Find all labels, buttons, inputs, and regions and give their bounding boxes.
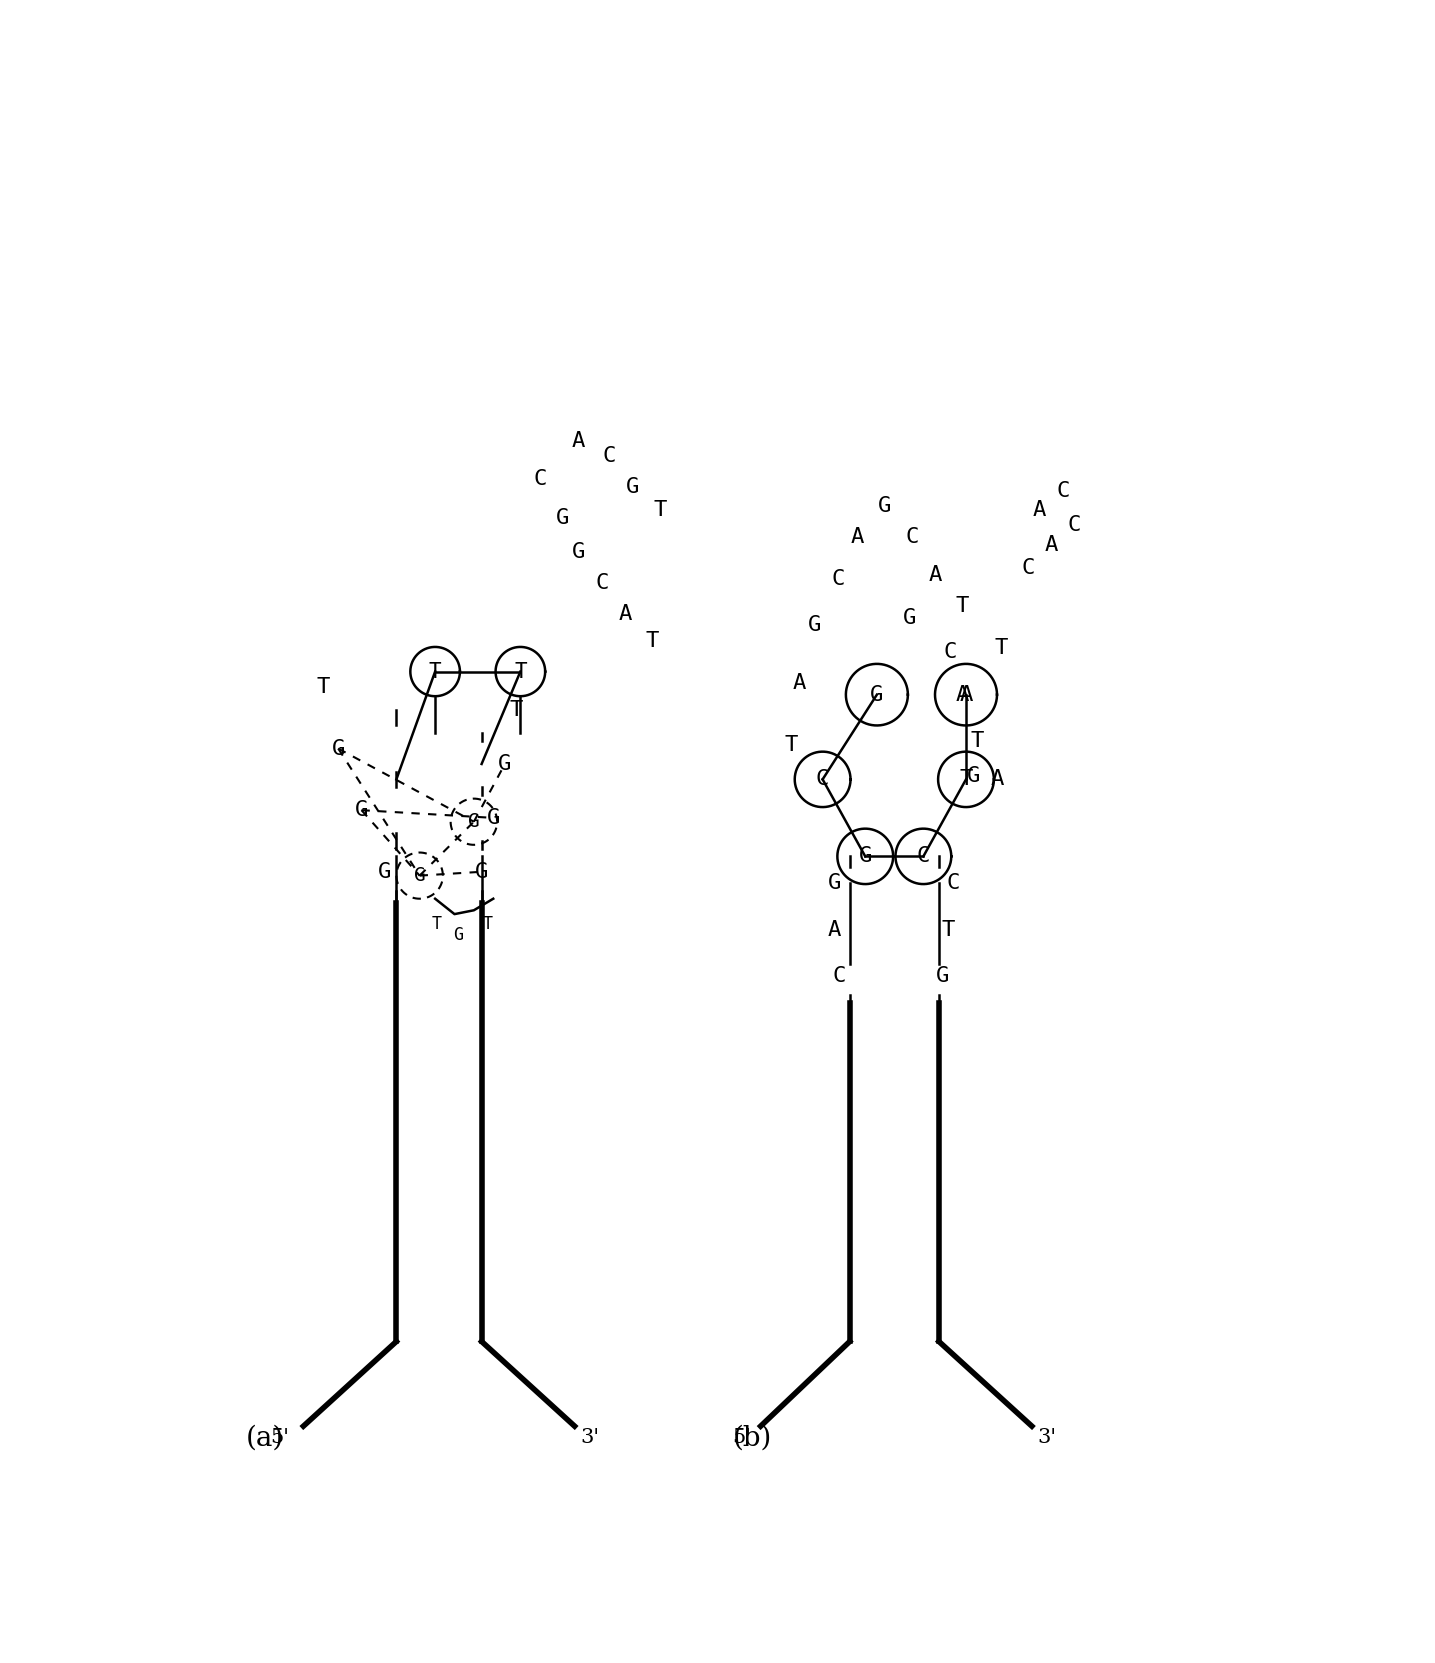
Text: C: C (596, 574, 608, 594)
Text: T: T (941, 920, 954, 940)
Text: T: T (971, 730, 984, 752)
Text: G: G (967, 765, 980, 785)
Text: T: T (994, 639, 1007, 659)
Text: C: C (832, 966, 847, 986)
Text: G: G (828, 873, 841, 893)
Text: G: G (936, 966, 950, 986)
Text: G: G (903, 607, 916, 627)
Text: G: G (498, 753, 511, 773)
Text: A: A (956, 685, 969, 705)
Text: C: C (817, 770, 829, 790)
Text: C: C (1022, 557, 1035, 577)
Text: G: G (870, 685, 884, 705)
Text: (b): (b) (733, 1424, 772, 1452)
Text: G: G (354, 800, 369, 820)
Text: A: A (571, 431, 585, 451)
Text: T: T (509, 700, 524, 720)
Text: T: T (316, 677, 330, 697)
Text: (a): (a) (245, 1424, 284, 1452)
Text: A: A (960, 685, 973, 705)
Text: T: T (429, 662, 442, 682)
Text: C: C (603, 446, 616, 466)
Text: G: G (878, 496, 891, 516)
Text: T: T (785, 735, 798, 755)
Text: G: G (486, 808, 499, 828)
Text: C: C (1068, 516, 1081, 535)
Text: C: C (905, 527, 918, 547)
Text: G: G (453, 926, 464, 945)
Text: G: G (626, 477, 640, 497)
Text: T: T (646, 630, 659, 650)
Text: A: A (990, 770, 1003, 790)
Text: T: T (432, 915, 442, 933)
Text: 5': 5' (732, 1429, 751, 1447)
Text: T: T (956, 595, 969, 615)
Text: T: T (482, 915, 492, 933)
Text: C: C (831, 569, 845, 589)
Text: G: G (331, 738, 344, 758)
Text: G: G (858, 846, 872, 866)
Text: T: T (653, 501, 667, 521)
Text: A: A (1033, 501, 1046, 521)
Text: A: A (618, 604, 631, 624)
Text: A: A (851, 527, 864, 547)
Text: T: T (960, 770, 973, 790)
Text: G: G (571, 542, 585, 562)
Text: A: A (792, 674, 806, 693)
Text: A: A (828, 920, 841, 940)
Text: G: G (557, 507, 570, 527)
Text: C: C (946, 873, 960, 893)
Text: C: C (532, 469, 547, 489)
Text: C: C (1056, 481, 1069, 501)
Text: 3': 3' (1038, 1429, 1058, 1447)
Text: G: G (468, 812, 479, 832)
Text: A: A (1045, 534, 1058, 554)
Text: C: C (944, 642, 957, 662)
Text: 5': 5' (271, 1429, 290, 1447)
Text: 3': 3' (581, 1429, 600, 1447)
Text: G: G (377, 861, 392, 881)
Text: G: G (413, 866, 426, 885)
Text: G: G (808, 615, 822, 635)
Text: T: T (514, 662, 527, 682)
Text: C: C (917, 846, 930, 866)
Text: G: G (475, 861, 488, 881)
Text: A: A (928, 565, 941, 585)
